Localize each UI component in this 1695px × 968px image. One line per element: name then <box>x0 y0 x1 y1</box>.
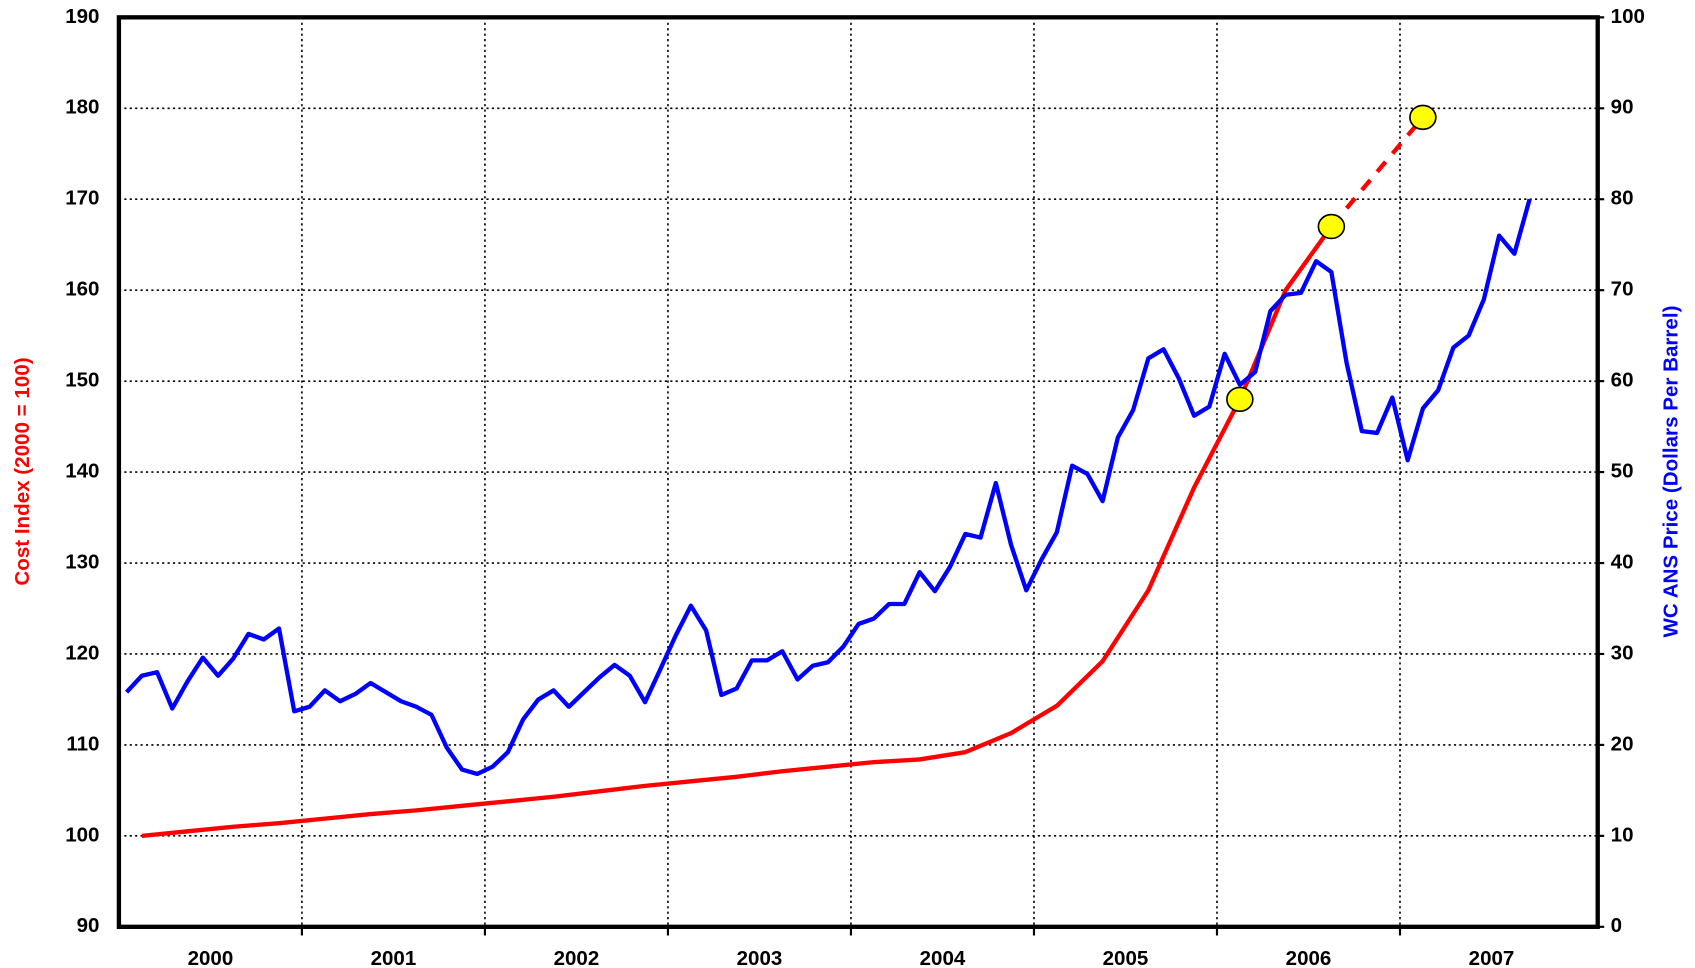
y2-tick-label: 40 <box>1611 550 1634 573</box>
y2-tick-label: 10 <box>1611 823 1634 846</box>
line-series-projection <box>1329 115 1425 228</box>
y-tick-label: 110 <box>66 732 99 755</box>
y-tick-label: 130 <box>65 550 99 573</box>
y-tick-label: 170 <box>65 187 99 210</box>
x-tick-label: 2000 <box>188 947 234 968</box>
y2-tick-label: 90 <box>1611 96 1634 119</box>
y2-tick-label: 20 <box>1611 732 1634 755</box>
y-tick-label: 150 <box>65 369 99 392</box>
y2-axis-title: WC ANS Price (Dollars Per Barrel) <box>1660 306 1683 638</box>
marker <box>1317 213 1346 240</box>
y-tick-label: 180 <box>65 96 99 119</box>
x-tick-label: 2006 <box>1286 947 1332 968</box>
line-series <box>141 225 1334 839</box>
y2-tick-label: 70 <box>1611 278 1634 301</box>
x-tick-label: 2004 <box>920 947 966 968</box>
y-axis-title: Cost Index (2000 = 100) <box>11 357 34 585</box>
y-tick-label: 140 <box>65 459 99 482</box>
x-tick-label: 2002 <box>554 947 600 968</box>
y2-tick-label: 80 <box>1611 187 1634 210</box>
marker <box>1409 104 1437 131</box>
y2-tick-label: 0 <box>1611 914 1622 937</box>
x-tick-label: 2005 <box>1103 947 1149 968</box>
y2-tick-label: 60 <box>1611 369 1634 392</box>
y-tick-label: 190 <box>65 5 99 28</box>
y2-tick-label: 50 <box>1611 459 1634 482</box>
marker <box>1226 386 1254 413</box>
x-tick-label: 2001 <box>371 947 417 968</box>
y-tick-label: 120 <box>65 641 99 664</box>
line-series <box>125 198 1532 777</box>
y2-tick-label: 100 <box>1611 5 1645 28</box>
y2-tick-label: 30 <box>1611 641 1634 664</box>
x-tick-label: 2003 <box>737 947 783 968</box>
plot-frame <box>116 15 1600 929</box>
x-tick-label: 2007 <box>1469 947 1515 968</box>
y-tick-label: 160 <box>65 278 99 301</box>
y-tick-label: 100 <box>65 823 99 846</box>
y-tick-label: 90 <box>77 914 100 937</box>
